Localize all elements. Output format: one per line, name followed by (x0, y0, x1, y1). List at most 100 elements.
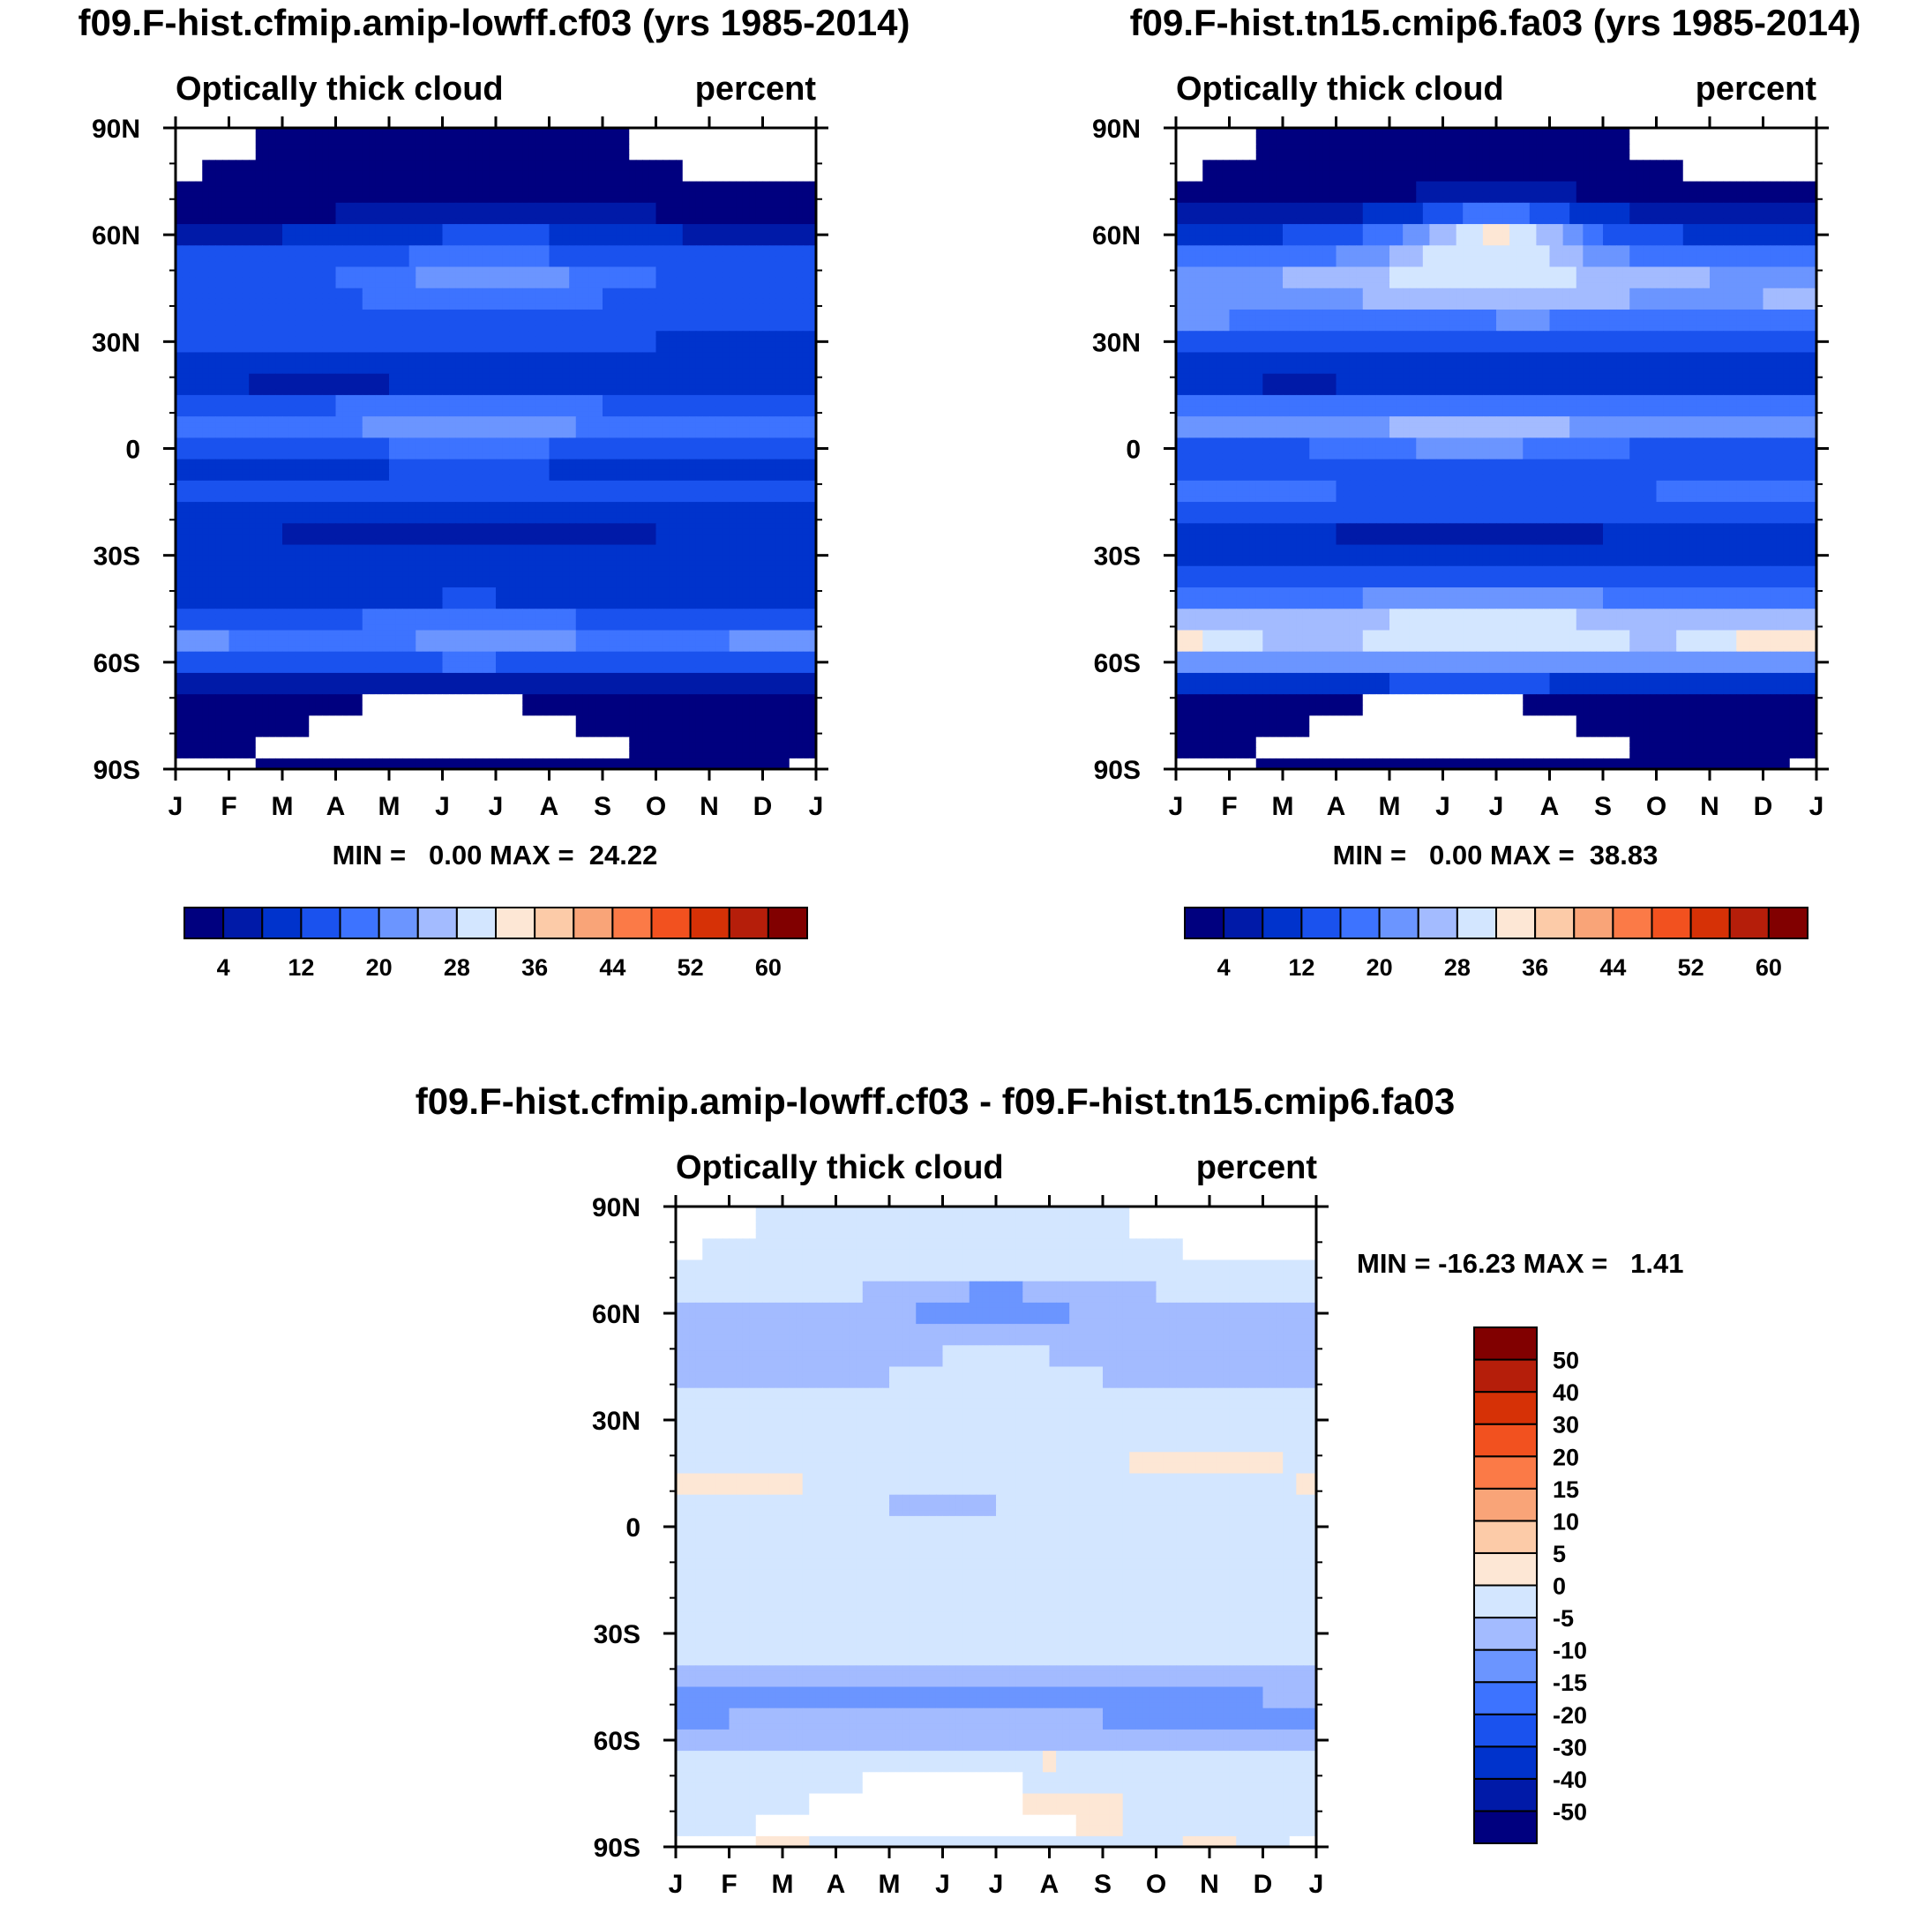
field-cell (550, 203, 557, 209)
field-cell (709, 170, 716, 176)
field-cell (296, 203, 303, 209)
field-cell (229, 133, 236, 139)
field-cell (423, 138, 430, 145)
field-cell (382, 138, 389, 145)
field-cell (616, 198, 623, 204)
field-cell (236, 165, 243, 171)
field-cell (243, 133, 250, 139)
field-cell (516, 165, 523, 171)
field-cell (469, 219, 476, 225)
field-cell (516, 138, 523, 145)
field-cell (349, 182, 356, 188)
field-cell (563, 192, 570, 198)
field-cell (716, 133, 723, 139)
field-cell (803, 219, 810, 225)
field-cell (689, 208, 696, 214)
field-cell (423, 154, 430, 161)
field-cell (189, 187, 196, 193)
field-cell (416, 198, 423, 204)
field-cell (503, 176, 510, 183)
field-cell (730, 154, 737, 161)
field-cell (783, 154, 790, 161)
field-cell (443, 187, 450, 193)
field-cell (550, 198, 557, 204)
field-cell (543, 213, 550, 220)
field-cell (436, 154, 443, 161)
field-cell (196, 219, 203, 225)
field-cell (222, 133, 229, 139)
field-cell (550, 213, 557, 220)
field-cell (416, 160, 423, 166)
field-cell (236, 154, 243, 161)
field-cell (402, 176, 409, 183)
field-cell (229, 138, 236, 145)
field-cell (476, 160, 483, 166)
field-cell (202, 144, 209, 150)
field-cell (289, 203, 296, 209)
field-cell (476, 224, 483, 230)
field-cell (595, 213, 603, 220)
field-cell (449, 213, 456, 220)
field-cell (429, 176, 436, 183)
field-cell (189, 208, 196, 214)
field-cell (189, 138, 196, 145)
field-cell (543, 170, 550, 176)
field-cell (296, 192, 303, 198)
field-cell (236, 198, 243, 204)
field-cell (616, 187, 623, 193)
field-cell (209, 144, 216, 150)
field-cell (349, 160, 356, 166)
field-cell (309, 224, 316, 230)
field-cell (636, 133, 643, 139)
field-cell (376, 149, 383, 155)
field-cell (336, 203, 343, 209)
field-cell (776, 133, 783, 139)
field-cell (756, 182, 763, 188)
field-cell (329, 208, 336, 214)
field-cell (282, 213, 289, 220)
field-cell (743, 192, 750, 198)
field-cell (275, 213, 282, 220)
field-cell (736, 198, 743, 204)
field-cell (209, 213, 216, 220)
field-cell (349, 170, 356, 176)
field-cell (402, 170, 409, 176)
field-cell (716, 149, 723, 155)
field-cell (756, 176, 763, 183)
field-cell (556, 203, 563, 209)
field-cell (329, 203, 336, 209)
field-cell (376, 133, 383, 139)
field-cell (550, 187, 557, 193)
field-cell (516, 187, 523, 193)
field-cell (589, 219, 596, 225)
field-cell (509, 187, 516, 193)
field-cell (322, 165, 329, 171)
field-cell (476, 176, 483, 183)
field-cell (296, 213, 303, 220)
field-cell (256, 219, 263, 225)
field-cell (756, 149, 763, 155)
field-cell (303, 208, 310, 214)
field-cell (269, 160, 276, 166)
field-cell (289, 165, 296, 171)
field-cell (436, 160, 443, 166)
field-cell (743, 170, 750, 176)
field-cell (423, 133, 430, 139)
field-cell (256, 213, 263, 220)
field-cell (769, 198, 776, 204)
field-cell (289, 213, 296, 220)
field-cell (449, 176, 456, 183)
field-cell (702, 154, 709, 161)
field-cell (409, 192, 416, 198)
field-cell (376, 154, 383, 161)
field-cell (763, 219, 770, 225)
field-cell (363, 219, 370, 225)
field-cell (336, 149, 343, 155)
field-cell (402, 182, 409, 188)
field-cell (289, 154, 296, 161)
field-cell (483, 170, 490, 176)
field-cell (369, 176, 376, 183)
field-cell (589, 192, 596, 198)
field-cell (796, 192, 803, 198)
field-cell (576, 219, 583, 225)
